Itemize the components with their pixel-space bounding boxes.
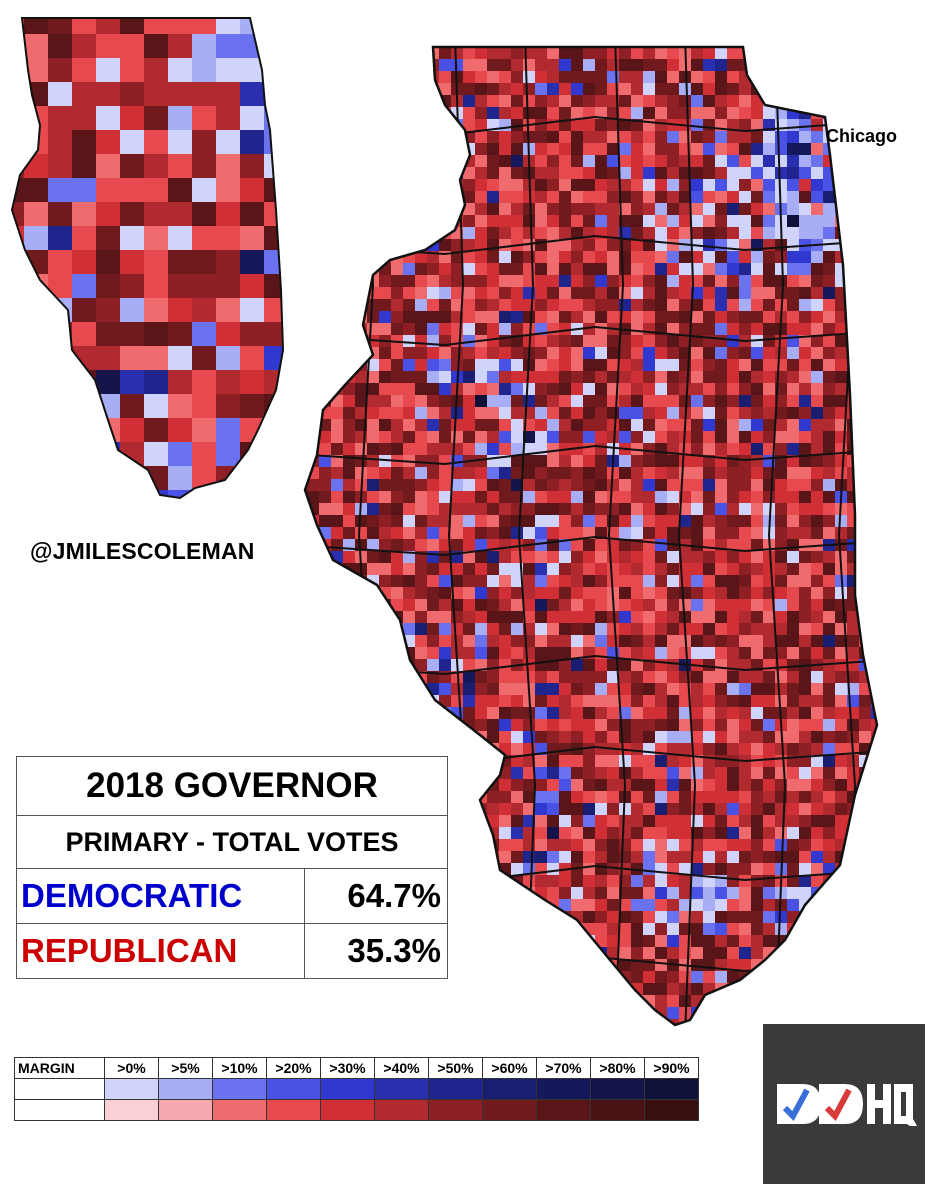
legend-rep-swatch <box>590 1099 645 1121</box>
legend-bin-label: >5% <box>158 1057 213 1079</box>
legend-dem-swatch <box>212 1078 267 1100</box>
legend-rep-swatch <box>374 1099 429 1121</box>
legend-bin-label: >70% <box>536 1057 591 1079</box>
margin-legend: MARGIN >0% >5% >10% >20% >30% >40% >50% >60% >70… <box>14 1057 699 1121</box>
legend-dem-swatch <box>320 1078 375 1100</box>
legend-rep-swatch <box>320 1099 375 1121</box>
legend-dem-swatch <box>536 1078 591 1100</box>
legend-bin-label: >0% <box>104 1057 159 1079</box>
legend-bin-label: >90% <box>644 1057 699 1079</box>
legend-rep-swatch <box>212 1099 267 1121</box>
table-row: REPUBLICAN 35.3% <box>16 923 448 979</box>
legend-rep-swatch <box>104 1099 159 1121</box>
legend-rep-swatch <box>158 1099 213 1121</box>
ddhq-logo-graphic <box>777 1084 917 1126</box>
legend-blank-cell <box>14 1078 105 1100</box>
legend-dem-swatch <box>374 1078 429 1100</box>
precinct-map-large <box>303 45 879 1027</box>
legend-dem-swatch <box>482 1078 537 1100</box>
party-label-democratic: DEMOCRATIC <box>16 868 305 924</box>
table-title: 2018 GOVERNOR <box>16 756 448 816</box>
legend-rep-swatch <box>266 1099 321 1121</box>
legend-rep-swatch <box>644 1099 699 1121</box>
legend-dem-swatch <box>590 1078 645 1100</box>
party-label-republican: REPUBLICAN <box>16 923 305 979</box>
legend-bin-label: >80% <box>590 1057 645 1079</box>
legend-dem-swatch <box>644 1078 699 1100</box>
legend-dem-swatch <box>428 1078 483 1100</box>
percent-democratic: 64.7% <box>304 868 448 924</box>
legend-header: MARGIN <box>14 1057 105 1079</box>
legend-rep-swatch <box>482 1099 537 1121</box>
legend-rep-swatch <box>536 1099 591 1121</box>
table-subtitle: PRIMARY - TOTAL VOTES <box>16 815 448 869</box>
county-map-small <box>10 17 285 500</box>
legend-bin-label: >60% <box>482 1057 537 1079</box>
percent-republican: 35.3% <box>304 923 448 979</box>
results-table: 2018 GOVERNOR PRIMARY - TOTAL VOTES DEMO… <box>16 756 448 979</box>
author-handle: @JMILESCOLEMAN <box>30 538 255 564</box>
legend-bin-label: >50% <box>428 1057 483 1079</box>
legend-bin-label: >40% <box>374 1057 429 1079</box>
legend-bin-label: >30% <box>320 1057 375 1079</box>
legend-bin-label: >20% <box>266 1057 321 1079</box>
legend-dem-swatch <box>158 1078 213 1100</box>
legend-blank-cell <box>14 1099 105 1121</box>
city-label-chicago: Chicago <box>826 126 898 146</box>
ddhq-logo <box>763 1024 925 1184</box>
table-row: DEMOCRATIC 64.7% <box>16 868 448 924</box>
legend-rep-swatch <box>428 1099 483 1121</box>
legend-dem-swatch <box>266 1078 321 1100</box>
legend-dem-swatch <box>104 1078 159 1100</box>
legend-bin-label: >10% <box>212 1057 267 1079</box>
